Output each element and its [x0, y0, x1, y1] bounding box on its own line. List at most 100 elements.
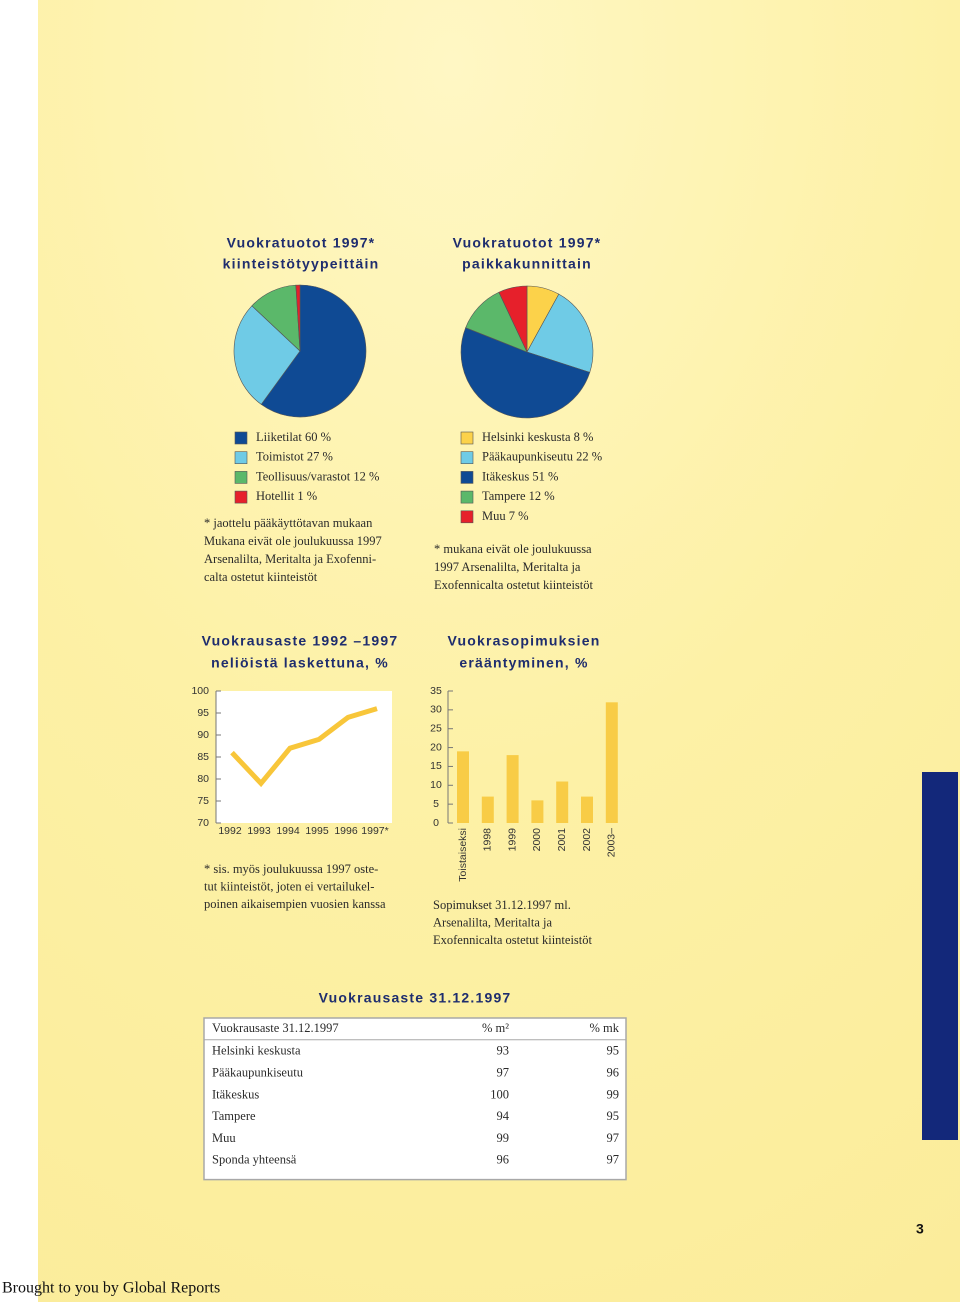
y-tick-label: 30 — [430, 704, 442, 716]
table-cell: 97 — [607, 1131, 620, 1145]
legend-swatch — [460, 451, 474, 465]
y-tick-label: 100 — [191, 685, 209, 697]
legend-value: 7 % — [509, 509, 529, 523]
legend-label: Muu — [482, 509, 506, 523]
chart-title: Vuokrausaste 1992 –1997 — [202, 633, 399, 649]
x-tick-label: 1995 — [305, 825, 329, 837]
y-tick-label: 90 — [197, 729, 209, 741]
pie-slice — [260, 284, 367, 418]
chart-note: * jaottelu pääkäyttötavan mukaan — [204, 516, 373, 530]
side-tab — [922, 772, 958, 1140]
legend-entry: Tampere 12 % — [482, 489, 555, 503]
legend-entry: Helsinki keskusta 8 % — [482, 430, 593, 444]
y-tick-label: 85 — [197, 751, 209, 763]
x-tick-label: 1998 — [482, 828, 494, 852]
y-tick-label: 95 — [197, 707, 209, 719]
table-cell: 95 — [607, 1109, 620, 1123]
chart-title: kiinteistötyypeittäin — [223, 256, 380, 272]
y-tick-label: 15 — [430, 760, 442, 772]
legend-label: Toimistot — [256, 450, 304, 464]
legend-label: Liiketilat — [256, 430, 302, 444]
page-number: 3 — [916, 1221, 924, 1237]
bar — [581, 796, 593, 823]
chart-title: Vuokratuotot 1997* — [227, 235, 376, 251]
legend-value: 22 % — [576, 450, 602, 464]
chart-note: poinen aikaisempien vuosien kanssa — [204, 897, 386, 911]
pie-slice — [295, 284, 301, 352]
legend-entry: Muu 7 % — [482, 509, 529, 523]
chart-note: Arsenalilta, Meritalta ja — [433, 915, 553, 929]
legend-value: 51 % — [532, 469, 558, 483]
chart-note: Sopimukset 31.12.1997 ml. — [433, 898, 571, 912]
table-cell: Helsinki keskusta — [212, 1044, 301, 1058]
pie-slice — [498, 285, 528, 353]
chart-title: neliöistä laskettuna, % — [211, 655, 389, 671]
legend-swatch — [234, 490, 248, 504]
chart-note: Mukana eivät ole joulukuussa 1997 — [204, 534, 382, 548]
legend-entry: Hotellit 1 % — [256, 489, 317, 503]
chart-note: Exofennicalta ostetut kiinteistöt — [433, 933, 593, 947]
x-tick-label: 2002 — [581, 828, 593, 852]
table-cell: 97 — [607, 1153, 620, 1167]
table-header: Vuokrausaste 31.12.1997 — [212, 1021, 339, 1035]
chart-title: Vuokrasopimuksien — [448, 633, 601, 649]
legend-label: Helsinki keskusta — [482, 430, 571, 444]
legend-entry: Toimistot 27 % — [256, 450, 333, 464]
y-tick-label: 75 — [197, 795, 209, 807]
pie-slice — [460, 327, 591, 419]
legend-label: Teollisuus/varastot — [256, 469, 351, 483]
x-tick-label: 1993 — [247, 825, 271, 837]
bar — [531, 800, 544, 823]
chart-note: 1997 Arsenalilta, Meritalta ja — [434, 560, 581, 574]
table-cell: Tampere — [212, 1109, 256, 1123]
legend-swatch — [234, 431, 248, 445]
bar — [481, 796, 494, 823]
x-tick-label: 2003– — [606, 828, 618, 857]
x-tick-label: 1999 — [506, 828, 518, 852]
legend-entry: Liiketilat 60 % — [256, 430, 331, 444]
legend-value: 8 % — [574, 430, 594, 444]
y-tick-label: 25 — [430, 722, 442, 734]
table-header: % mk — [589, 1021, 619, 1035]
bar — [605, 702, 618, 823]
table-cell: 95 — [607, 1044, 620, 1058]
legend-value: 12 % — [529, 489, 555, 503]
pie-slice — [233, 305, 301, 405]
table-cell: 99 — [607, 1087, 620, 1101]
legend-label: Tampere — [482, 489, 526, 503]
chart-title: Vuokratuotot 1997* — [453, 235, 602, 251]
y-tick-label: 20 — [430, 741, 442, 753]
chart-title: erääntyminen, % — [459, 655, 588, 671]
chart-title: paikkakunnittain — [462, 256, 592, 272]
legend-swatch — [460, 490, 474, 504]
table-cell: 99 — [497, 1131, 510, 1145]
y-tick-label: 80 — [197, 773, 209, 785]
legend-value: 12 % — [353, 469, 379, 483]
x-tick-label: 1996 — [334, 825, 358, 837]
table-frame — [203, 1017, 627, 1181]
footer: Brought to you by Global Reports — [2, 1280, 220, 1297]
x-tick-label: Toistaiseksi — [457, 828, 469, 882]
pie-slice — [526, 293, 594, 373]
table-cell: 97 — [497, 1065, 510, 1079]
legend-swatch — [460, 510, 474, 524]
chart-note: Exofennicalta ostetut kiinteistöt — [434, 578, 594, 592]
legend-swatch — [460, 471, 474, 484]
x-tick-label: 2000 — [531, 828, 543, 852]
y-tick-label: 35 — [430, 685, 442, 697]
x-tick-label: 1992 — [218, 825, 242, 837]
legend-label: Itäkeskus — [482, 469, 529, 483]
y-tick-label: 70 — [197, 817, 209, 829]
table-header: % m² — [482, 1021, 509, 1035]
y-tick-label: 10 — [430, 779, 442, 791]
table-cell: Itäkeskus — [212, 1087, 259, 1101]
legend-entry: Teollisuus/varastot 12 % — [256, 469, 379, 483]
y-tick-label: 0 — [433, 817, 439, 829]
line — [230, 706, 378, 788]
table-cell: Pääkaupunkiseutu — [212, 1065, 304, 1079]
table-cell: 94 — [497, 1109, 510, 1123]
chart-note: Arsenalilta, Meritalta ja Exofenni- — [204, 552, 376, 566]
x-tick-label: 1997* — [361, 825, 388, 837]
table-cell: 96 — [607, 1065, 620, 1079]
